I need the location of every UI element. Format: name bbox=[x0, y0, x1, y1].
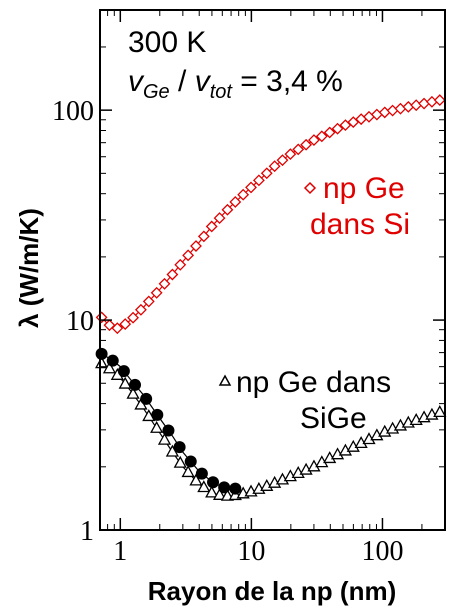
series-0-point bbox=[331, 122, 344, 135]
series-0-point bbox=[237, 188, 250, 201]
series-0-point bbox=[158, 277, 171, 290]
y-tick-label: 10 bbox=[66, 306, 94, 337]
series-0-point bbox=[260, 167, 273, 180]
x-axis-label: Rayon de la np (nm) bbox=[148, 576, 396, 606]
series-0-point bbox=[190, 240, 202, 252]
series-2-point bbox=[117, 365, 130, 378]
legend-label-1-line-2: SiGe bbox=[300, 402, 367, 435]
series-2-point bbox=[184, 455, 197, 468]
series-1 bbox=[95, 356, 447, 501]
series-0-point bbox=[292, 143, 305, 156]
series-0-point bbox=[182, 249, 195, 262]
annotation-temperature: 300 K bbox=[128, 26, 206, 59]
series-1-point bbox=[181, 465, 195, 478]
series-0-point bbox=[127, 311, 139, 324]
series-0-point bbox=[252, 174, 265, 187]
series-1-point bbox=[150, 420, 164, 433]
fraction-v2: v bbox=[195, 65, 212, 98]
series-2-point bbox=[195, 467, 208, 480]
series-2-point bbox=[106, 354, 119, 367]
series-2-point bbox=[95, 347, 108, 360]
series-layer bbox=[95, 94, 447, 501]
series-2-point bbox=[151, 408, 164, 421]
legend-series-0: np Ge dans Si bbox=[303, 172, 410, 241]
legend-marker-diamond bbox=[303, 181, 317, 195]
series-1-point bbox=[126, 386, 140, 399]
series-1-point bbox=[205, 485, 219, 498]
series-0-point bbox=[221, 203, 234, 216]
legend-marker-triangle bbox=[218, 374, 232, 386]
series-2-point bbox=[207, 476, 220, 489]
legend-label-1-line-1: np Ge dans bbox=[236, 366, 391, 399]
series-0 bbox=[95, 94, 446, 335]
series-1-point bbox=[118, 376, 132, 389]
series-2-point bbox=[229, 482, 242, 495]
legend-series-1: np Ge dans SiGe bbox=[218, 366, 391, 435]
series-0-point bbox=[229, 196, 242, 208]
series-1-point bbox=[95, 356, 109, 369]
series-1-point bbox=[212, 487, 227, 500]
series-1-point bbox=[433, 405, 447, 418]
fraction-v1: v bbox=[128, 65, 145, 98]
series-1-point bbox=[189, 473, 203, 486]
series-0-point bbox=[205, 220, 218, 233]
series-0-point bbox=[135, 303, 147, 316]
series-2-point bbox=[218, 481, 231, 494]
series-0-point bbox=[323, 126, 336, 139]
series-0-point bbox=[119, 318, 132, 331]
fraction-value: = 3,4 % bbox=[232, 65, 343, 98]
series-0-point bbox=[433, 94, 446, 107]
series-0-point bbox=[150, 286, 163, 299]
series-0-point bbox=[111, 322, 124, 335]
series-0-point bbox=[276, 154, 289, 167]
y-tick-label: 100 bbox=[52, 96, 94, 127]
series-0-point bbox=[308, 134, 320, 147]
x-tick-label: 10 bbox=[237, 536, 265, 567]
series-2-point bbox=[173, 441, 186, 454]
series-0-point bbox=[166, 268, 179, 281]
plot-frame bbox=[99, 9, 446, 531]
legend-label-0-line-1: np Ge bbox=[323, 172, 405, 205]
annotation-fraction: vGe / vtot = 3,4 % bbox=[128, 65, 343, 103]
series-0-point bbox=[268, 160, 281, 173]
series-1-point bbox=[102, 361, 117, 374]
series-0-point bbox=[213, 212, 226, 225]
legend-label-0-line-2: dans Si bbox=[310, 208, 410, 241]
series-2-point bbox=[129, 378, 142, 391]
x-tick-label: 1 bbox=[113, 536, 127, 567]
series-2-point bbox=[162, 424, 175, 437]
series-0-point bbox=[197, 230, 210, 243]
fraction-sub1: Ge bbox=[143, 81, 170, 103]
series-0-point bbox=[284, 148, 297, 161]
series-0-point bbox=[174, 258, 187, 271]
series-0-point bbox=[142, 295, 155, 308]
fraction-slash: / bbox=[170, 65, 195, 98]
series-1-point bbox=[157, 432, 172, 445]
series-1-point bbox=[197, 480, 211, 493]
series-0-point bbox=[315, 130, 328, 143]
y-axis-label: λ (W/m/K) bbox=[14, 208, 44, 328]
y-tick-label: 1 bbox=[80, 516, 94, 547]
series-2-point bbox=[140, 392, 153, 405]
series-0-point bbox=[300, 138, 313, 151]
series-0-point bbox=[245, 181, 257, 194]
x-tick-label: 100 bbox=[361, 536, 403, 567]
fraction-sub2: tot bbox=[210, 81, 234, 103]
axis-layer: 1 10 100 1 10 100 bbox=[52, 10, 445, 567]
series-2 bbox=[95, 347, 242, 495]
series-1-point bbox=[173, 455, 187, 468]
